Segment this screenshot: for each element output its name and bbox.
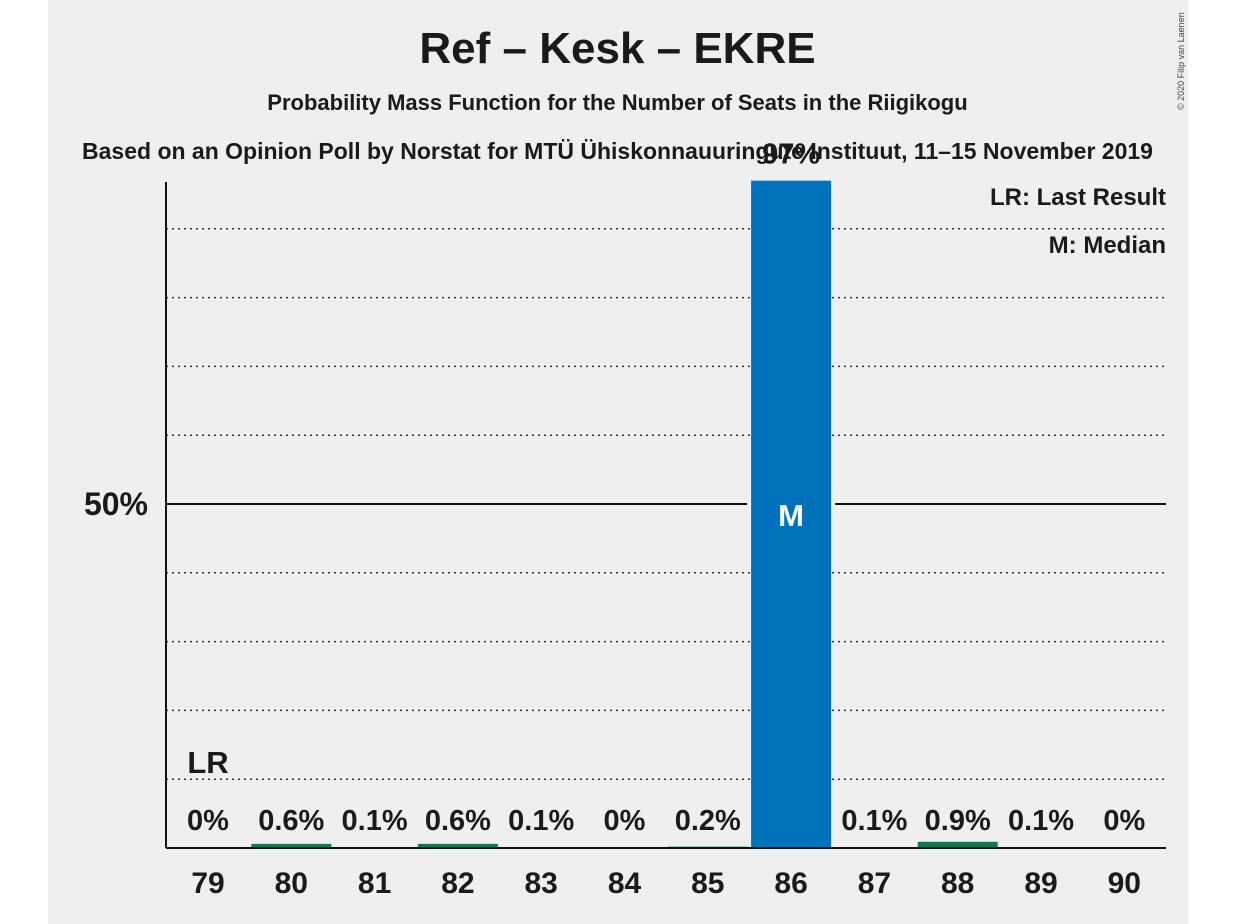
bar-86 bbox=[751, 180, 832, 848]
data-label-90: 0% bbox=[1103, 805, 1145, 837]
data-label-87: 0.1% bbox=[841, 805, 907, 837]
bar-88 bbox=[917, 841, 998, 848]
legend-last-result: LR: Last Result bbox=[989, 184, 1166, 211]
x-tick-label-83: 83 bbox=[525, 867, 558, 900]
data-label-89: 0.1% bbox=[1008, 805, 1074, 837]
x-tick-label-88: 88 bbox=[941, 867, 974, 900]
x-tick-label-81: 81 bbox=[358, 867, 391, 900]
x-tick-label-87: 87 bbox=[858, 867, 891, 900]
bar-80 bbox=[251, 843, 332, 848]
median-marker: M bbox=[778, 498, 804, 533]
chart-subtitle: Probability Mass Function for the Number… bbox=[267, 90, 968, 115]
x-tick-label-84: 84 bbox=[608, 867, 642, 900]
x-tick-label-90: 90 bbox=[1108, 867, 1141, 900]
x-tick-label-85: 85 bbox=[691, 867, 724, 900]
data-label-88: 0.9% bbox=[925, 805, 991, 837]
y-tick-label: 50% bbox=[84, 486, 148, 522]
x-tick-label-82: 82 bbox=[441, 867, 474, 900]
chart-source: Based on an Opinion Poll by Norstat for … bbox=[82, 138, 1153, 164]
data-label-80: 0.6% bbox=[258, 805, 324, 837]
data-label-81: 0.1% bbox=[342, 805, 408, 837]
data-label-82: 0.6% bbox=[425, 805, 491, 837]
last-result-marker: LR bbox=[187, 745, 228, 780]
x-tick-label-86: 86 bbox=[774, 867, 807, 900]
data-label-84: 0% bbox=[604, 805, 646, 837]
data-label-85: 0.2% bbox=[675, 805, 741, 837]
x-tick-label-80: 80 bbox=[275, 867, 308, 900]
chart-title: Ref – Kesk – EKRE bbox=[419, 24, 816, 73]
chart-panel bbox=[48, 0, 1188, 924]
legend-median: M: Median bbox=[1048, 232, 1166, 259]
data-label-79: 0% bbox=[187, 805, 229, 837]
bar-82 bbox=[417, 843, 498, 848]
data-label-83: 0.1% bbox=[508, 805, 574, 837]
x-tick-label-89: 89 bbox=[1024, 867, 1057, 900]
x-tick-label-79: 79 bbox=[191, 867, 224, 900]
data-label-86: 97% bbox=[762, 139, 820, 171]
